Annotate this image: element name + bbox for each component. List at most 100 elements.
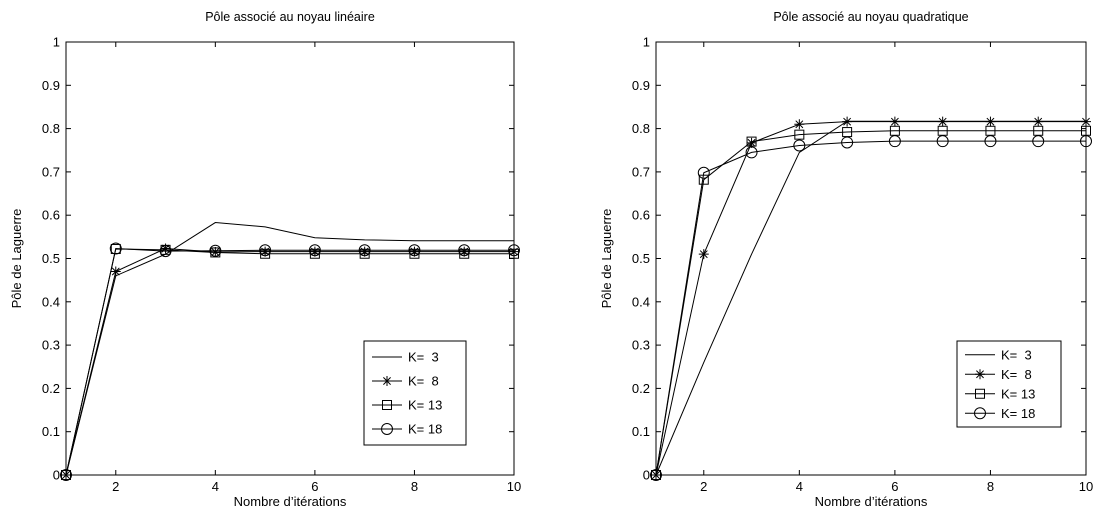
y-tick-label: 0 <box>643 468 650 483</box>
y-axis-label: Pôle de Laguerre <box>599 209 614 309</box>
data-point <box>794 129 805 140</box>
legend-marker <box>975 388 985 399</box>
y-tick-label: 0.3 <box>42 338 60 353</box>
legend-marker <box>974 407 986 420</box>
series-0 <box>65 222 514 476</box>
data-point <box>308 244 321 257</box>
series-line <box>65 222 514 476</box>
plot-area-frame <box>655 41 1087 476</box>
plot-area-frame <box>65 41 515 476</box>
data-point <box>842 116 853 127</box>
legend-label: K= 18 <box>408 422 442 437</box>
x-tick-label: 4 <box>212 479 219 494</box>
x-tick-label: 10 <box>1079 479 1093 494</box>
data-point <box>458 244 471 257</box>
data-point <box>746 137 757 148</box>
data-point <box>937 116 948 127</box>
data-point <box>985 116 996 127</box>
data-point <box>358 244 371 257</box>
x-tick-label: 10 <box>507 479 521 494</box>
y-tick-label: 0.2 <box>632 381 650 396</box>
y-tick-label: 1 <box>53 35 60 50</box>
series-line <box>655 130 1086 476</box>
legend-label: K= 13 <box>408 398 442 413</box>
data-point <box>794 119 805 130</box>
y-tick-label: 0.2 <box>42 381 60 396</box>
data-point <box>984 135 997 148</box>
data-point <box>936 135 949 148</box>
series-3 <box>650 135 1092 481</box>
data-point <box>841 136 854 149</box>
series-line <box>655 140 1086 476</box>
data-point <box>793 139 806 152</box>
data-point <box>1033 116 1044 127</box>
data-point <box>745 146 758 159</box>
y-tick-label: 0.3 <box>632 338 650 353</box>
series-line <box>655 121 1086 476</box>
y-tick-label: 0.4 <box>632 294 650 309</box>
y-tick-label: 0.4 <box>42 294 60 309</box>
legend-label: K= 13 <box>1001 386 1035 401</box>
y-tick-label: 0.6 <box>632 208 650 223</box>
y-tick-label: 0.9 <box>632 78 650 93</box>
x-tick-label: 2 <box>700 479 707 494</box>
data-point <box>698 249 709 260</box>
series-line <box>65 248 514 476</box>
data-point <box>259 244 272 257</box>
data-point <box>889 116 900 127</box>
chart-title: Pôle associé au noyau linéaire <box>205 10 375 24</box>
legend-marker <box>382 400 392 410</box>
data-point <box>110 266 121 277</box>
data-point <box>209 244 222 257</box>
series-3 <box>60 242 520 481</box>
data-point <box>359 246 370 257</box>
chart-quadratic-kernel: Pôle associé au noyau quadratique Pôle de… <box>599 10 1093 509</box>
legend-label: K= 18 <box>1001 406 1035 421</box>
data-point <box>1032 135 1045 148</box>
data-point <box>260 246 271 257</box>
legend: K= 3 K= 8 K= 13 K= 18 <box>956 340 1062 428</box>
data-point <box>309 246 320 257</box>
y-tick-label: 0.1 <box>632 424 650 439</box>
legend-marker <box>381 423 393 435</box>
legend-box <box>363 340 467 446</box>
chart-linear-kernel: Pôle associé au noyau linéaire Pôle de La… <box>9 10 521 509</box>
data-point <box>888 135 901 148</box>
legend-label: K= 8 <box>1001 367 1032 382</box>
data-point <box>459 246 470 257</box>
y-tick-label: 0.7 <box>42 164 60 179</box>
data-point <box>746 136 757 147</box>
data-point <box>160 243 171 254</box>
y-tick-label: 1 <box>643 35 650 50</box>
x-axis-label: Nombre d’itérations <box>234 494 347 509</box>
legend-marker <box>975 369 985 380</box>
y-tick-label: 0.1 <box>42 424 60 439</box>
legend-marker <box>382 376 392 386</box>
x-tick-label: 6 <box>311 479 318 494</box>
y-tick-label: 0.8 <box>42 121 60 136</box>
series-line <box>65 248 514 476</box>
y-tick-label: 0.5 <box>42 251 60 266</box>
y-axis-label: Pôle de Laguerre <box>9 209 24 309</box>
y-tick-label: 0.5 <box>632 251 650 266</box>
data-point <box>697 166 710 179</box>
chart-title: Pôle associé au noyau quadratique <box>773 10 968 24</box>
data-point <box>408 244 421 257</box>
data-point <box>409 246 420 257</box>
x-tick-label: 8 <box>411 479 418 494</box>
data-point <box>210 247 221 258</box>
x-axis-label: Nombre d’itérations <box>815 494 928 509</box>
x-tick-label: 6 <box>891 479 898 494</box>
y-tick-label: 0.6 <box>42 208 60 223</box>
legend-label: K= 8 <box>408 374 439 389</box>
legend-label: K= 3 <box>1001 347 1032 362</box>
y-tick-label: 0.7 <box>632 164 650 179</box>
legend-label: K= 3 <box>408 350 439 365</box>
y-tick-label: 0 <box>53 468 60 483</box>
x-tick-label: 4 <box>796 479 803 494</box>
data-point <box>159 245 172 258</box>
x-tick-label: 2 <box>112 479 119 494</box>
x-tick-label: 8 <box>987 479 994 494</box>
y-tick-label: 0.8 <box>632 121 650 136</box>
